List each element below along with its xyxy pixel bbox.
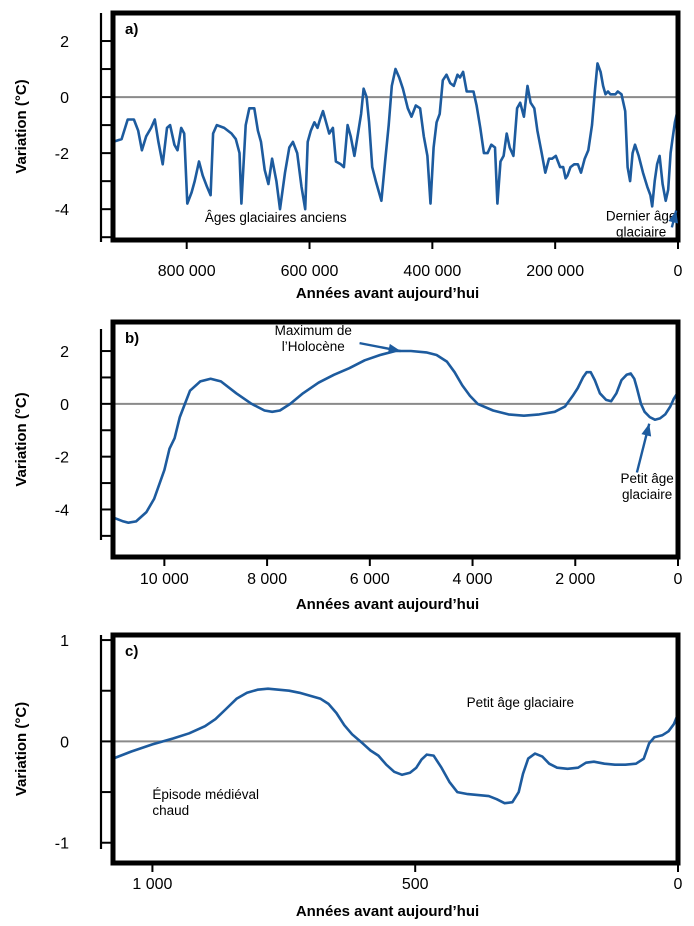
y-axis-title: Variation (°C)	[13, 702, 30, 796]
x-tick-label: 0	[674, 876, 683, 893]
x-axis-title: Années avant aujourd’hui	[296, 596, 479, 613]
y-tick-label: 1	[60, 633, 69, 650]
plot-frame	[110, 319, 681, 560]
x-axis-title: Années avant aujourd’hui	[296, 285, 479, 302]
x-tick-label: 400 000	[403, 263, 461, 280]
annotation-line: Épisode médiéval	[152, 787, 259, 802]
x-tick-label: 0	[674, 263, 683, 280]
panel-label: b)	[125, 330, 139, 347]
x-tick-label: 10 000	[140, 571, 189, 588]
panel-label: a)	[125, 21, 138, 38]
y-tick-label: -2	[55, 146, 69, 163]
annotation-line: l’Holocène	[282, 339, 345, 354]
annotation-line: Petit âge	[621, 471, 674, 486]
chart-panel-a: 2 0 -2 -4 800 000 600 000 400 000 200 000 0 a) Âge…	[13, 10, 683, 302]
annotation-text: Dernier âge glaciaire	[606, 208, 677, 239]
x-tick-label: 200 000	[526, 263, 584, 280]
y-tick-label: -4	[55, 202, 69, 219]
annotation-text: Épisode médiéval chaud	[152, 787, 259, 818]
temperature-series-line	[111, 687, 680, 805]
y-axis-title: Variation (°C)	[13, 392, 30, 486]
temperature-series-line	[111, 349, 680, 524]
annotation-line: glaciaire	[622, 487, 672, 502]
annotation-line: Dernier âge	[606, 208, 677, 223]
annotation-text: Maximum de l’Holocène	[275, 323, 352, 354]
y-tick-label: -4	[55, 502, 69, 519]
y-tick-label: -1	[55, 836, 69, 853]
annotation-line: Âges glaciaires anciens	[205, 210, 347, 225]
y-tick-label: -2	[55, 450, 69, 467]
plot-frame	[110, 632, 681, 866]
x-tick-label: 2 000	[555, 571, 595, 588]
annotation-arrow-head	[387, 343, 401, 354]
plot-frame	[110, 10, 681, 243]
x-tick-label: 4 000	[453, 571, 493, 588]
y-tick-label: 0	[60, 397, 69, 414]
y-tick-label: 0	[60, 90, 69, 107]
x-tick-label: 1 000	[132, 876, 172, 893]
temperature-series-line	[111, 62, 680, 211]
chart-panel-b: 2 0 -2 -4 10 000 8 000 6 000 4 000 2 000 0 b) Maxim…	[13, 319, 683, 613]
panel-label: c)	[125, 643, 138, 660]
x-tick-label: 500	[402, 876, 429, 893]
x-tick-label: 6 000	[350, 571, 390, 588]
x-tick-label: 8 000	[247, 571, 287, 588]
y-tick-label: 2	[60, 34, 69, 51]
annotation-text: Petit âge glaciaire	[467, 695, 574, 710]
x-axis-title: Années avant aujourd’hui	[296, 903, 479, 920]
annotation-line: glaciaire	[616, 224, 666, 239]
chart-panel-c: 1 0 -1 1 000 500 0 c) Petit âge glaciaire Épisod…	[13, 632, 683, 920]
y-axis-title: Variation (°C)	[13, 79, 30, 173]
y-tick-label: 2	[60, 344, 69, 361]
x-tick-label: 600 000	[281, 263, 339, 280]
x-tick-label: 0	[674, 571, 683, 588]
annotation-text: Petit âge glaciaire	[621, 471, 674, 502]
annotation-arrow-head	[641, 423, 652, 437]
annotation-line: Petit âge glaciaire	[467, 695, 574, 710]
annotation-line: Maximum de	[275, 323, 352, 338]
annotation-line: chaud	[152, 803, 189, 818]
x-tick-label: 800 000	[158, 263, 216, 280]
annotation-arrow-head	[668, 210, 679, 224]
annotation-text: Âges glaciaires anciens	[205, 210, 347, 225]
y-tick-label: 0	[60, 734, 69, 751]
